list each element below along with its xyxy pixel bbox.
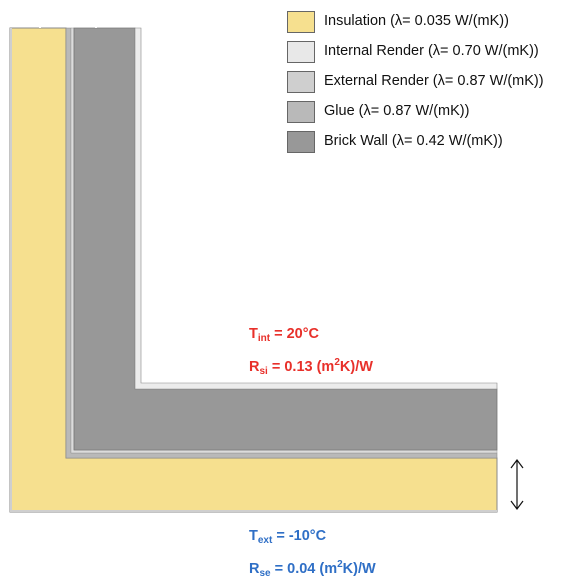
legend-label: Glue (λ= 0.87 W/(mK)) (324, 103, 470, 119)
legend-label: Brick Wall (λ= 0.42 W/(mK)) (324, 133, 503, 149)
legend-label: Internal Render (λ= 0.70 W/(mK)) (324, 43, 539, 59)
swatch-external-render (287, 71, 315, 93)
thickness-arrow (510, 459, 524, 510)
swatch-internal-render (287, 41, 315, 63)
swatch-brick-wall (287, 131, 315, 153)
legend-label: Insulation (λ= 0.035 W/(mK)) (324, 13, 509, 29)
interior-surface-resistance: Rsi = 0.13 (m2K)/W (249, 357, 373, 377)
exterior-conditions: Text = -10°C Rse = 0.04 (m2K)/W (249, 524, 376, 586)
exterior-temperature: Text = -10°C (249, 528, 327, 546)
interior-temperature: Tint = 20°C (249, 326, 320, 344)
swatch-glue (287, 101, 315, 123)
swatch-insulation (287, 11, 315, 33)
legend-label: External Render (λ= 0.87 W/(mK)) (324, 73, 544, 89)
exterior-surface-resistance: Rse = 0.04 (m2K)/W (249, 559, 376, 579)
interior-conditions: Tint = 20°C Rsi = 0.13 (m2K)/W (249, 322, 373, 384)
internal-render-layer (134, 27, 498, 390)
